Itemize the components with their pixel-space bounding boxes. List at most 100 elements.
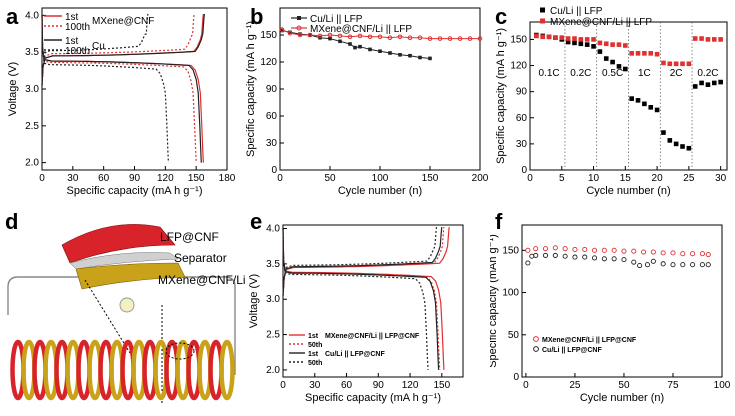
data-point xyxy=(367,34,373,40)
y-tick-label: 3.5 xyxy=(266,259,280,270)
data-point xyxy=(591,255,598,261)
data-point xyxy=(610,59,615,65)
x-tick-label: 30 xyxy=(309,380,321,391)
data-point xyxy=(533,246,539,252)
plot-frame xyxy=(521,224,723,378)
charge-curve xyxy=(282,227,438,296)
data-point xyxy=(408,53,412,58)
data-point xyxy=(407,35,413,41)
discharge-curve xyxy=(282,228,441,370)
data-point xyxy=(601,256,607,262)
data-point xyxy=(623,43,628,48)
discharge-curve xyxy=(282,228,429,370)
data-point xyxy=(660,250,666,256)
panel-d: d LFP@CNF Separator MXene@CNF/Li xyxy=(0,205,245,416)
data-point xyxy=(565,39,571,45)
charge-curve xyxy=(282,227,450,296)
rate-label: 0.5C xyxy=(602,68,623,79)
data-point xyxy=(437,36,443,41)
data-point xyxy=(288,30,292,35)
data-point xyxy=(670,250,676,256)
data-point xyxy=(654,51,660,57)
data-point xyxy=(307,32,313,38)
data-point xyxy=(572,254,578,260)
data-point xyxy=(611,247,617,253)
x-axis-label: Cycle number (n) xyxy=(586,185,670,197)
y-axis-label: Specific capacity (mA h g⁻¹) xyxy=(245,21,257,157)
legend-label: MXene@CNF/Li || LFP@CNF xyxy=(325,333,420,340)
rate-label: 0.2C xyxy=(697,68,718,79)
y-tick-label: 150 xyxy=(260,30,277,41)
data-point xyxy=(552,252,558,258)
panel-f: 0 25 50 75 100 0 50 100 150 Cycle number (n) Speci… xyxy=(490,205,735,416)
panel-letter: b xyxy=(250,4,263,29)
data-point xyxy=(705,262,711,268)
y-tick-label: 4.0 xyxy=(266,224,280,235)
data-point xyxy=(477,36,483,41)
data-point xyxy=(578,37,584,42)
data-point xyxy=(559,35,565,40)
data-point xyxy=(428,56,432,61)
data-point xyxy=(378,49,382,53)
legend-marker xyxy=(533,346,539,352)
data-point xyxy=(616,42,622,47)
y-tick-label: 4.0 xyxy=(25,10,39,21)
x-tick-label: 60 xyxy=(341,380,353,391)
data-point xyxy=(692,84,698,89)
data-point xyxy=(397,34,403,40)
x-tick-label: 0 xyxy=(39,173,45,184)
data-point xyxy=(718,79,723,85)
x-tick-label: 15 xyxy=(620,173,632,184)
panel-letter: a xyxy=(6,4,19,29)
discharge-curve xyxy=(282,228,440,370)
data-point xyxy=(641,249,647,255)
legend-marker xyxy=(297,16,301,20)
data-point xyxy=(447,36,453,41)
legend-label: MXene@CNF/Li || LFP@CNF xyxy=(542,337,637,344)
data-point xyxy=(328,36,332,41)
x-axis-label: Cycle number (n) xyxy=(338,185,422,197)
data-point xyxy=(705,82,711,87)
plot-frame xyxy=(282,224,464,378)
legend-group-label: MXene@CNF xyxy=(92,16,154,27)
data-point xyxy=(690,262,696,268)
x-tick-label: 100 xyxy=(714,380,731,391)
y-tick-label: 30 xyxy=(516,139,528,150)
data-point xyxy=(650,249,656,255)
data-point xyxy=(611,256,617,262)
data-point xyxy=(337,33,343,39)
y-tick-label: 150 xyxy=(510,34,527,45)
charge-curve xyxy=(41,13,195,86)
data-point xyxy=(686,61,692,67)
data-point xyxy=(699,80,704,86)
charge-curve xyxy=(282,227,443,296)
panel-letter: f xyxy=(495,209,503,234)
data-point xyxy=(705,252,711,258)
panel-a: 0 30 60 90 120 150 180 2.0 2.5 3.0 3.5 4.0 Specific … xyxy=(0,0,245,205)
data-point xyxy=(280,28,284,33)
data-point xyxy=(680,251,686,257)
data-point xyxy=(427,36,433,41)
data-point xyxy=(597,49,603,54)
y-axis-label: Specific capacity (mAh g⁻¹) xyxy=(490,234,499,368)
data-point xyxy=(572,246,578,253)
panel-a-chart: 0 30 60 90 120 150 180 2.0 2.5 3.0 3.5 4.0 Specific … xyxy=(6,4,236,197)
schematic-label: LFP@CNF xyxy=(160,230,219,244)
data-point xyxy=(584,42,590,47)
x-tick-label: 60 xyxy=(98,173,110,184)
data-point xyxy=(591,44,596,49)
data-point xyxy=(377,34,383,40)
y-tick-label: 3.0 xyxy=(266,294,280,305)
panel-letter: d xyxy=(5,209,18,234)
legend-label: Cu/Li || LFP xyxy=(310,14,363,25)
data-point xyxy=(388,51,392,55)
data-point xyxy=(542,246,549,252)
y-tick-label: 60 xyxy=(266,111,278,122)
separator-layer xyxy=(69,252,179,270)
legend-cycle: 50th xyxy=(308,342,322,349)
data-point xyxy=(635,51,641,56)
x-tick-label: 10 xyxy=(588,173,600,184)
panel-letter: c xyxy=(495,4,507,29)
panel-c-chart: 0 5 10 15 20 25 30 0 30 60 90 120 150 Cycle number (n… xyxy=(495,4,728,197)
